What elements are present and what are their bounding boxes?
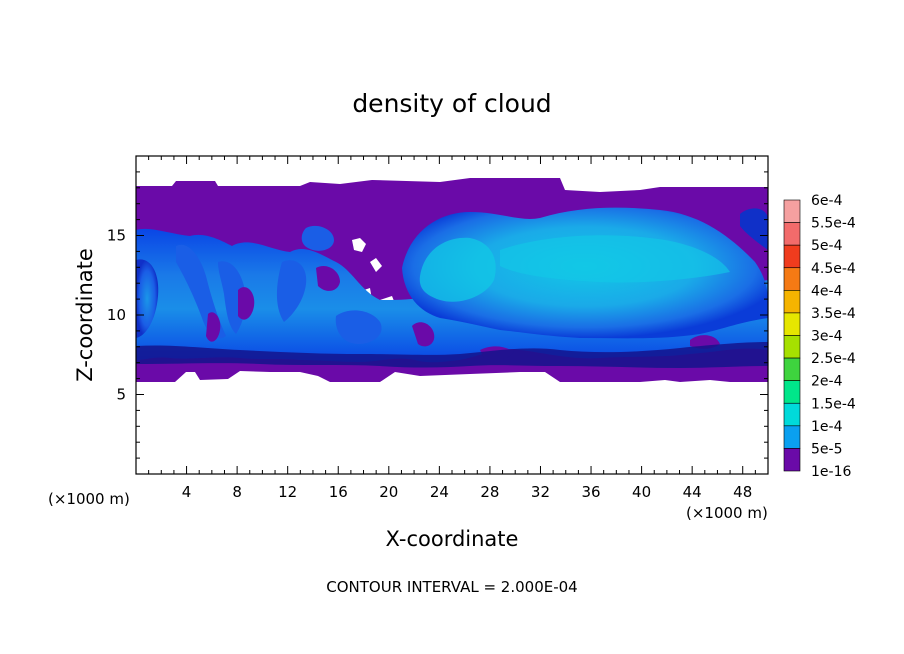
colorbar-swatch: [783, 425, 801, 449]
x-tick-label: 48: [733, 483, 752, 501]
colorbar-label: 2e-4: [811, 374, 843, 390]
y-tick-label: 15: [107, 227, 126, 245]
colorbar-label: 5.5e-4: [811, 216, 856, 232]
contour-interval-note: CONTOUR INTERVAL = 2.000E-04: [326, 578, 577, 596]
tick-marks: [136, 156, 768, 474]
x-tick-label: 12: [278, 483, 297, 501]
x-unit-left: (×1000 m): [48, 490, 130, 508]
x-tick-labels: 4 8 12 16 20 24 28 32 36 40 44 48: [182, 483, 752, 501]
y-tick-label: 5: [116, 386, 126, 404]
colorbar-swatch: [783, 335, 801, 359]
colorbar-label: 4.5e-4: [811, 261, 856, 277]
heatmap-field: [136, 178, 768, 382]
colorbar-label: 3.5e-4: [811, 306, 856, 322]
colorbar-swatch: [783, 222, 801, 246]
colorbar-swatch: [783, 312, 801, 336]
x-tick-label: 4: [182, 483, 192, 501]
y-tick-label: 10: [107, 306, 126, 324]
colorbar-swatch: [783, 402, 801, 427]
colorbar-label: 1e-4: [811, 419, 843, 435]
x-unit-right: (×1000 m): [686, 504, 768, 522]
colorbar: 6e-4 5.5e-4 5e-4 4.5e-4 4e-4 3.5e-4 3e-4 2.5e-4…: [783, 193, 856, 480]
colorbar-swatch: [783, 357, 801, 381]
x-tick-label: 36: [581, 483, 600, 501]
colorbar-swatch: [783, 448, 801, 472]
colorbar-label: 3e-4: [811, 329, 843, 345]
colorbar-swatch: [783, 199, 801, 223]
x-tick-label: 24: [430, 483, 449, 501]
colorbar-label: 1e-16: [811, 464, 851, 480]
left-blob: [136, 259, 159, 338]
colorbar-label: 1.5e-4: [811, 396, 856, 412]
x-tick-label: 16: [329, 483, 348, 501]
colorbar-swatch: [783, 244, 801, 269]
colorbar-label: 5e-4: [811, 238, 843, 254]
x-tick-label: 32: [531, 483, 550, 501]
colorbar-label: 2.5e-4: [811, 351, 856, 367]
x-axis-label: X-coordinate: [386, 527, 519, 551]
x-tick-label: 44: [683, 483, 702, 501]
y-tick-labels: 5 10 15: [107, 227, 126, 404]
y-axis-label: Z-coordinate: [73, 248, 97, 382]
colorbar-label: 6e-4: [811, 193, 843, 209]
chart-title: density of cloud: [352, 89, 551, 118]
x-tick-label: 28: [480, 483, 499, 501]
colorbar-swatch: [783, 290, 801, 314]
colorbar-label: 4e-4: [811, 283, 843, 299]
colorbar-label: 5e-5: [811, 441, 842, 457]
x-tick-label: 40: [632, 483, 651, 501]
colorbar-swatch: [783, 380, 801, 404]
colorbar-swatch: [783, 267, 801, 291]
x-tick-label: 8: [232, 483, 242, 501]
x-tick-label: 20: [379, 483, 398, 501]
